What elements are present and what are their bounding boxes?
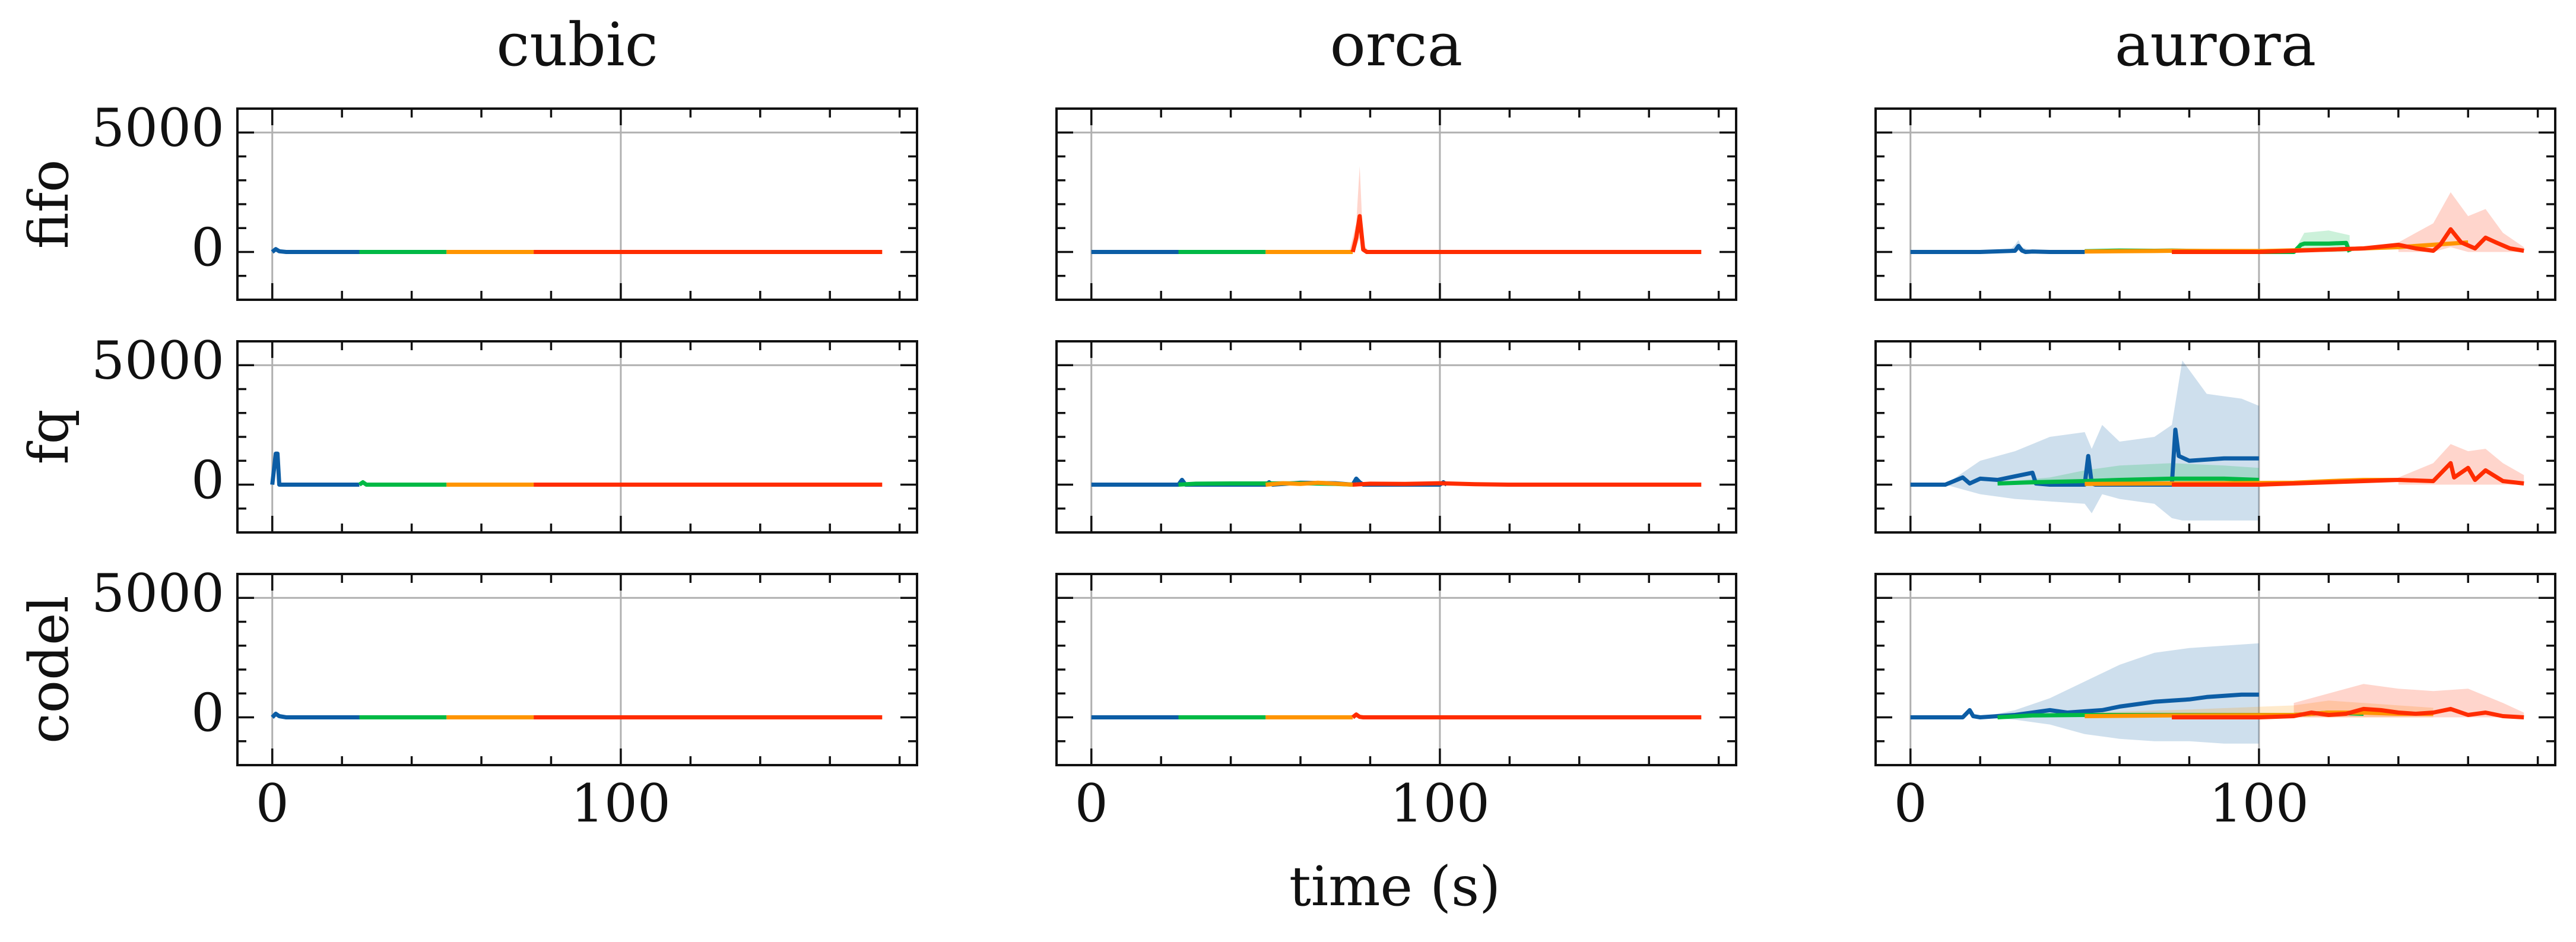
series-line-fq-orca-2 xyxy=(1265,480,1353,487)
x-axis-label: time (s) xyxy=(1289,855,1500,918)
panel-fq-aurora xyxy=(1874,340,2556,534)
panel-data-fifo-orca xyxy=(1091,166,1702,254)
y-tick-label-5000: 5000 xyxy=(91,563,224,624)
series-line-fifo-aurora-0 xyxy=(1910,243,2085,254)
x-tick-label-100: 100 xyxy=(571,773,671,834)
series-line-fq-aurora-1 xyxy=(1997,476,2260,486)
panel-data-codel-orca xyxy=(1091,712,1702,719)
panel-data-fifo-aurora xyxy=(1910,192,2524,254)
labels-layer: cubic orca aurora fifo fq codel xyxy=(17,10,2316,744)
row-label-fq: fq xyxy=(17,410,81,465)
panel-frame-fifo-orca xyxy=(1055,107,1737,301)
series-line-codel-aurora-3 xyxy=(2172,706,2524,719)
panel-fq-orca xyxy=(1055,340,1737,534)
series-line-fifo-cubic-0 xyxy=(271,247,360,254)
panel-data-fq-cubic xyxy=(270,451,883,487)
series-line-fifo-orca-3 xyxy=(1350,214,1702,254)
panel-data-fq-orca xyxy=(1091,476,1702,487)
band-fifo-aurora-1 xyxy=(2293,230,2350,252)
x-tick-label-100: 100 xyxy=(1390,773,1490,834)
panel-codel-orca: 0 100 xyxy=(1055,573,1737,834)
band-fifo-aurora-2 xyxy=(2398,192,2524,252)
band-codel-aurora-0 xyxy=(1980,643,2259,744)
series-line-fq-cubic-1 xyxy=(358,480,447,487)
x-tick-label-0: 0 xyxy=(1075,773,1108,834)
panel-codel-aurora: 0 100 xyxy=(1874,573,2556,834)
panel-frame-fq-orca xyxy=(1055,340,1737,534)
series-line-fq-orca-3 xyxy=(1352,481,1702,487)
y-tick-label-0: 0 xyxy=(191,217,224,278)
series-line-fifo-aurora-3 xyxy=(2172,227,2524,254)
series-line-codel-cubic-0 xyxy=(271,712,360,719)
x-tick-label-100: 100 xyxy=(2209,773,2309,834)
band-fq-aurora-0 xyxy=(1945,360,2259,521)
row-label-codel: codel xyxy=(17,595,81,744)
panel-fifo-orca xyxy=(1055,107,1737,301)
panel-frame-codel-cubic xyxy=(236,573,918,766)
column-title-aurora: aurora xyxy=(2115,10,2316,80)
band-codel-aurora-2 xyxy=(2293,684,2524,718)
series-line-fq-cubic-0 xyxy=(270,451,360,487)
panel-codel-cubic: 0 5000 0 100 xyxy=(91,563,918,834)
panel-fifo-cubic: 0 5000 xyxy=(91,97,918,301)
panels-layer: 0 5000 0 5000 0 5000 0 100 0 100 0 100 xyxy=(91,97,2556,834)
series-line-fq-aurora-0 xyxy=(1910,427,2259,487)
x-tick-label-0: 0 xyxy=(1894,773,1927,834)
series-line-codel-aurora-0 xyxy=(1910,692,2259,719)
series-line-fq-aurora-3 xyxy=(2172,461,2524,487)
row-label-fifo: fifo xyxy=(17,160,81,249)
panel-fifo-aurora xyxy=(1874,107,2556,301)
column-title-cubic: cubic xyxy=(496,10,658,80)
y-tick-label-5000: 5000 xyxy=(91,330,224,391)
panel-frame-fq-cubic xyxy=(236,340,918,534)
band-fifo-orca-0 xyxy=(1349,166,1371,252)
panel-data-codel-cubic xyxy=(271,712,883,719)
panel-frame-fifo-cubic xyxy=(236,107,918,301)
y-tick-label-5000: 5000 xyxy=(91,97,224,158)
panel-data-fq-aurora xyxy=(1910,360,2524,521)
y-tick-label-0: 0 xyxy=(191,682,224,743)
panel-data-codel-aurora xyxy=(1910,643,2524,744)
panel-fq-cubic: 0 5000 xyxy=(91,330,918,534)
panel-data-fifo-cubic xyxy=(271,247,883,254)
x-tick-label-0: 0 xyxy=(256,773,289,834)
series-line-codel-orca-3 xyxy=(1351,712,1702,719)
y-tick-label-0: 0 xyxy=(191,449,224,510)
panel-frame-codel-orca xyxy=(1055,573,1737,766)
column-title-orca: orca xyxy=(1330,10,1463,80)
